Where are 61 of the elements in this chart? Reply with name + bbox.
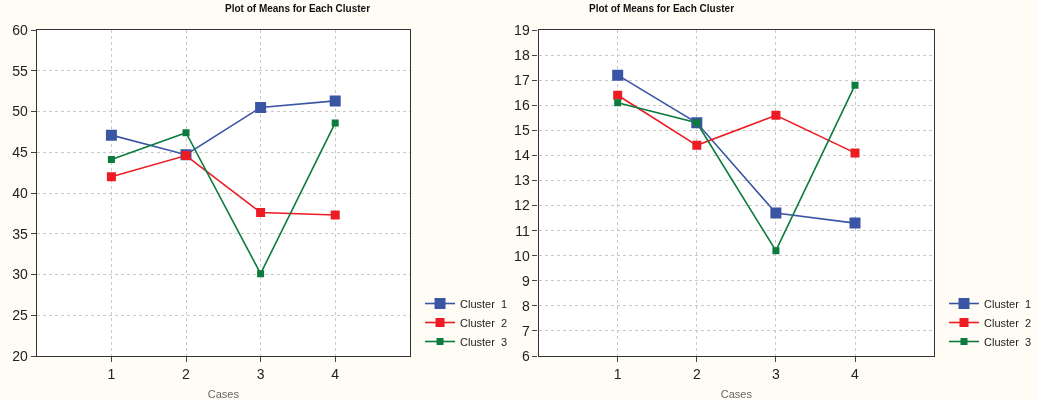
point: [772, 247, 780, 255]
x-tick-label: 2: [692, 365, 701, 382]
x-tick-label: 1: [107, 365, 116, 382]
legend-label: Cluster 3: [460, 335, 508, 348]
y-tick-label: 55: [12, 62, 29, 79]
point: [850, 148, 860, 158]
point: [256, 208, 266, 218]
chart-title: Plot of Means for Each Cluster: [225, 3, 371, 14]
x-tick-label: 4: [851, 365, 860, 382]
y-tick-label: 10: [514, 247, 530, 264]
point: [851, 81, 859, 89]
x-tick-label: 3: [772, 365, 781, 382]
point: [771, 110, 781, 120]
y-tick-label: 40: [12, 184, 29, 201]
point: [107, 156, 115, 164]
point: [612, 69, 624, 81]
legend-label: Cluster 2: [984, 316, 1032, 329]
y-tick-label: 9: [521, 272, 530, 289]
x-axis-title: Cases: [207, 388, 240, 400]
y-tick-label: 15: [514, 122, 530, 139]
point: [257, 270, 265, 278]
x-axis-title: Cases: [720, 388, 753, 400]
y-tick-label: 17: [514, 72, 530, 89]
y-tick-label: 50: [12, 103, 29, 120]
point: [255, 101, 267, 113]
x-tick-label: 3: [256, 365, 265, 382]
y-tick-label: 25: [12, 307, 29, 324]
y-tick-label: 16: [514, 97, 530, 114]
y-tick-label: 13: [514, 172, 530, 189]
y-tick-label: 19: [514, 21, 530, 38]
y-tick-label: 14: [514, 147, 530, 164]
point: [331, 119, 339, 127]
point: [613, 90, 623, 100]
y-tick-label: 8: [521, 297, 530, 314]
y-tick-label: 60: [12, 21, 29, 38]
y-tick-label: 45: [12, 144, 29, 161]
legend-label: Cluster 2: [460, 316, 508, 329]
y-tick-label: 30: [12, 266, 29, 283]
point: [614, 99, 622, 107]
y-tick-label: 35: [12, 225, 29, 242]
point: [692, 140, 702, 150]
point: [182, 129, 190, 137]
legend-label: Cluster 1: [460, 297, 508, 310]
legend-label: Cluster 3: [984, 335, 1032, 348]
point: [330, 210, 340, 220]
y-tick-label: 11: [515, 222, 530, 239]
y-tick-label: 20: [12, 347, 29, 364]
legend-label: Cluster 1: [984, 297, 1032, 310]
y-tick-label: 18: [514, 46, 530, 63]
point: [329, 95, 341, 107]
y-tick-label: 12: [514, 197, 530, 214]
chart-title: Plot of Means for Each Cluster: [589, 3, 735, 14]
y-tick-label: 6: [521, 347, 530, 364]
point: [849, 217, 861, 229]
point: [105, 129, 117, 141]
point: [106, 172, 116, 182]
x-tick-label: 4: [331, 365, 340, 382]
x-tick-label: 1: [613, 365, 622, 382]
x-tick-label: 2: [182, 365, 191, 382]
point: [770, 207, 782, 219]
y-tick-label: 7: [521, 322, 530, 339]
